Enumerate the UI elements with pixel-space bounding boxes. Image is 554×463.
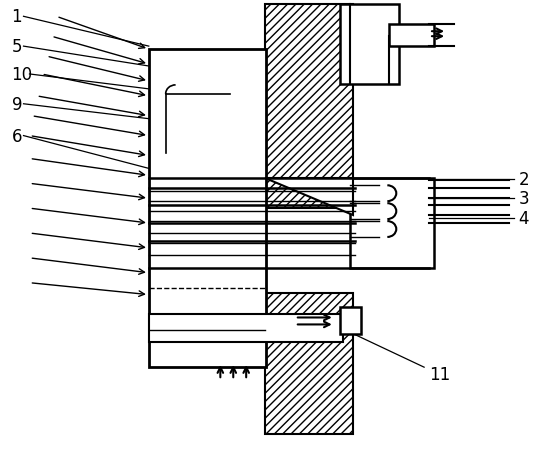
Bar	[340, 307, 362, 335]
Polygon shape	[265, 179, 352, 216]
Text: 1: 1	[12, 8, 22, 26]
Text: 9: 9	[12, 95, 22, 113]
Bar	[218, 258, 265, 338]
Text: 3: 3	[519, 190, 529, 208]
Bar	[149, 315, 342, 343]
Bar	[265, 293, 352, 434]
Text: 6: 6	[12, 127, 22, 145]
Bar	[149, 50, 266, 367]
Text: 5: 5	[12, 38, 22, 56]
Text: 10: 10	[12, 66, 33, 84]
Bar	[265, 6, 352, 209]
Text: 11: 11	[429, 365, 450, 383]
Bar	[218, 179, 265, 258]
Text: 4: 4	[519, 210, 529, 228]
Text: 2: 2	[519, 171, 529, 189]
Bar	[389, 25, 434, 47]
Bar	[350, 179, 434, 268]
Bar	[340, 6, 399, 85]
